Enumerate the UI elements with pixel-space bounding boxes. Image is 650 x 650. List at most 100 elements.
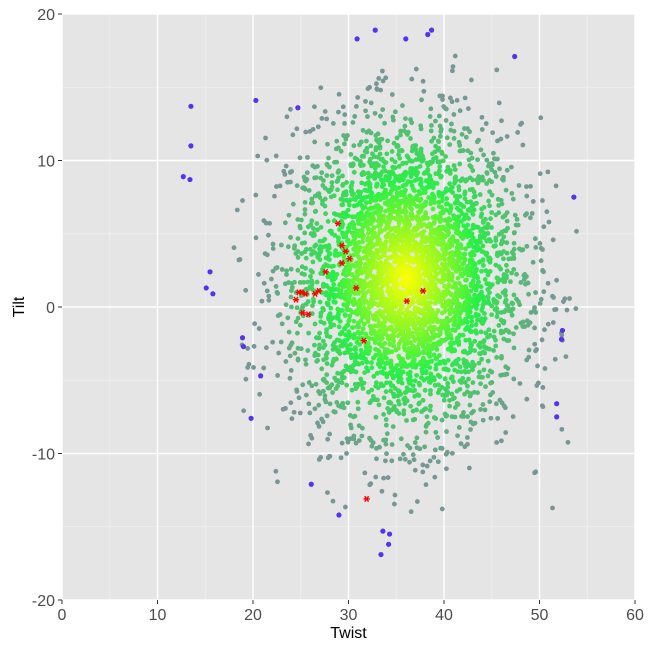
cloud-point	[376, 75, 382, 81]
cloud-point	[283, 406, 288, 411]
cloud-point	[428, 128, 434, 134]
cloud-point	[563, 354, 569, 359]
cloud-point	[322, 203, 328, 209]
cloud-point	[347, 197, 353, 203]
cloud-point	[471, 408, 476, 414]
cloud-point	[288, 179, 293, 185]
cloud-point	[383, 441, 389, 447]
highlighted-points	[292, 220, 427, 503]
cloud-point	[522, 212, 528, 218]
cloud-point	[463, 337, 469, 343]
cloud-point	[368, 481, 374, 487]
cloud-point	[291, 409, 297, 415]
cloud-point	[487, 203, 492, 209]
cloud-point	[376, 162, 382, 168]
cloud-point	[443, 154, 449, 159]
cloud-point	[406, 346, 412, 351]
cloud-point	[493, 401, 499, 407]
cloud-point	[377, 444, 382, 450]
cloud-point	[398, 132, 403, 138]
cloud-point	[460, 261, 465, 267]
outlier-point	[210, 291, 216, 297]
cloud-point	[253, 235, 259, 241]
highlight-point	[305, 311, 312, 318]
cloud-point	[540, 268, 545, 273]
cloud-point	[437, 219, 443, 225]
cloud-point	[375, 347, 381, 353]
cloud-point	[528, 215, 533, 221]
cloud-point	[314, 221, 320, 226]
cloud-point	[392, 404, 397, 409]
cloud-point	[461, 223, 467, 229]
cloud-point	[342, 268, 347, 274]
cloud-point	[374, 370, 380, 376]
cloud-point	[345, 213, 351, 219]
cloud-point	[553, 183, 559, 189]
cloud-point	[381, 365, 387, 371]
cloud-point	[340, 307, 345, 313]
cloud-point	[409, 120, 415, 126]
x-tick-label: 30	[340, 607, 358, 624]
cloud-point	[428, 403, 433, 409]
cloud-point	[316, 346, 322, 352]
cloud-point	[436, 326, 441, 332]
cloud-point	[383, 458, 388, 464]
cloud-point	[312, 406, 318, 412]
cloud-point	[325, 141, 330, 147]
cloud-point	[325, 219, 331, 224]
cloud-point	[231, 245, 237, 251]
cloud-point	[339, 330, 345, 335]
cloud-point	[413, 157, 419, 162]
outlier-point	[571, 194, 577, 200]
cloud-point	[324, 327, 330, 333]
cloud-point	[435, 459, 441, 465]
cloud-point	[408, 174, 414, 180]
cloud-point	[287, 375, 293, 381]
cloud-point	[546, 219, 552, 225]
y-axis-title: Tilt	[11, 296, 28, 317]
cloud-point	[383, 75, 389, 81]
cloud-point	[514, 296, 519, 302]
cloud-point	[495, 310, 501, 315]
cloud-point	[351, 225, 357, 231]
cloud-point	[542, 327, 547, 333]
cloud-point	[400, 369, 406, 375]
outlier-point	[240, 343, 247, 350]
cloud-point	[401, 259, 406, 265]
cloud-point	[319, 170, 325, 176]
cloud-point	[294, 305, 300, 311]
outlier-point	[253, 97, 259, 104]
cloud-point	[504, 218, 510, 224]
cloud-point	[272, 193, 277, 199]
cloud-point	[473, 328, 479, 334]
cloud-point	[445, 164, 451, 170]
cloud-point	[460, 349, 466, 355]
cloud-point	[392, 159, 398, 165]
cloud-point	[360, 224, 366, 230]
cloud-point	[461, 357, 467, 363]
cloud-point	[529, 210, 535, 216]
cloud-point	[399, 380, 405, 386]
cloud-point	[496, 202, 502, 208]
cloud-point	[397, 202, 402, 207]
outlier-point	[207, 269, 213, 275]
cloud-point	[308, 222, 314, 228]
cloud-point	[559, 426, 565, 432]
cloud-point	[429, 138, 434, 144]
cloud-point	[407, 258, 413, 264]
cloud-point	[467, 163, 473, 168]
cloud-point	[452, 367, 458, 373]
cloud-point	[325, 300, 331, 306]
cloud-point	[365, 170, 371, 176]
cloud-point	[411, 457, 417, 463]
cloud-point	[316, 389, 321, 394]
cloud-point	[444, 429, 449, 434]
cloud-point	[344, 343, 350, 349]
cloud-point	[432, 382, 438, 388]
cloud-point	[415, 392, 420, 398]
cloud-point	[485, 272, 491, 278]
cloud-point	[343, 234, 349, 239]
cloud-point	[419, 366, 425, 372]
cloud-point	[470, 380, 476, 385]
cloud-point	[477, 369, 482, 375]
